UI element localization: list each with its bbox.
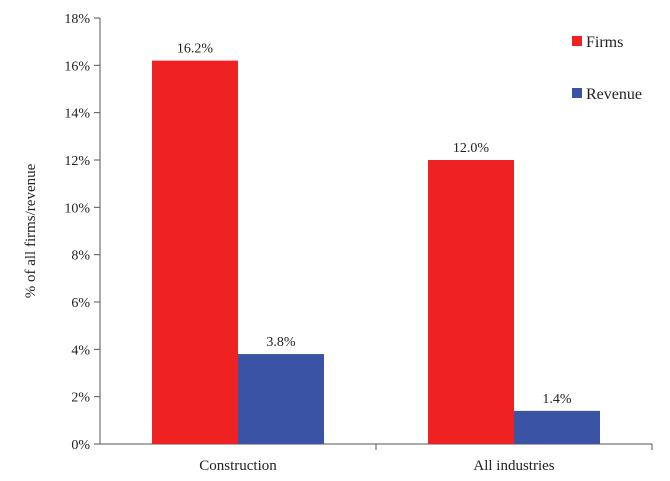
y-tick-label: 0% (71, 438, 90, 453)
data-label: 3.8% (266, 335, 296, 350)
x-category-label: All industries (473, 458, 554, 474)
data-label: 1.4% (542, 392, 572, 407)
y-tick-label: 4% (71, 343, 90, 358)
y-axis-title: % of all firms/revenue (23, 163, 39, 298)
legend: Firms Revenue (572, 34, 642, 103)
bar-revenue (514, 410, 600, 444)
bar-firms (428, 160, 514, 444)
y-tick-label: 8% (71, 249, 90, 264)
y-tick-label: 16% (64, 59, 90, 74)
axes: 0% 2% 4% 6% 8% 10% 12% 14% 16% 18% Construction All… (64, 12, 653, 474)
legend-swatch-firms (572, 36, 582, 46)
y-tick-label: 2% (71, 391, 90, 406)
legend-swatch-revenue (572, 88, 582, 98)
bar-revenue (238, 354, 324, 444)
y-tick-label: 10% (64, 201, 90, 216)
y-tick-label: 14% (64, 107, 90, 122)
legend-label: Firms (586, 34, 623, 51)
y-tick-label: 12% (64, 154, 90, 169)
data-label: 12.0% (453, 141, 490, 156)
y-tick-label: 18% (64, 12, 90, 27)
y-tick-label: 6% (71, 296, 90, 311)
bars (152, 60, 600, 444)
x-category-label: Construction (199, 458, 277, 474)
data-label: 16.2% (177, 42, 214, 57)
bar-firms (152, 60, 238, 444)
data-labels: 16.2% 3.8% 12.0% 1.4% (177, 42, 572, 407)
legend-label: Revenue (586, 86, 642, 103)
